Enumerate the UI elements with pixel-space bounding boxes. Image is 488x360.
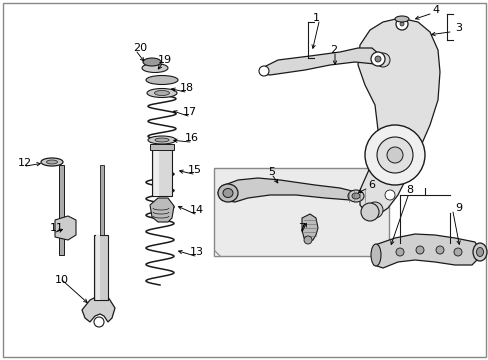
Circle shape xyxy=(415,246,423,254)
Circle shape xyxy=(259,66,268,76)
Text: 20: 20 xyxy=(133,43,147,53)
Polygon shape xyxy=(302,214,317,242)
Circle shape xyxy=(360,203,378,221)
Ellipse shape xyxy=(475,248,483,257)
Text: 10: 10 xyxy=(55,275,69,285)
Text: 16: 16 xyxy=(184,133,199,143)
Circle shape xyxy=(435,246,443,254)
Ellipse shape xyxy=(46,160,58,164)
Polygon shape xyxy=(218,178,355,202)
Ellipse shape xyxy=(223,189,232,198)
Circle shape xyxy=(366,202,382,218)
Polygon shape xyxy=(82,295,115,322)
Text: 18: 18 xyxy=(180,83,194,93)
Text: 3: 3 xyxy=(454,23,461,33)
Circle shape xyxy=(304,236,311,244)
Circle shape xyxy=(376,137,412,173)
Circle shape xyxy=(399,22,403,26)
Polygon shape xyxy=(214,250,220,256)
Text: 17: 17 xyxy=(183,107,197,117)
Circle shape xyxy=(374,56,380,62)
Circle shape xyxy=(364,125,424,185)
Ellipse shape xyxy=(155,138,169,142)
Text: 6: 6 xyxy=(367,180,374,190)
Text: 8: 8 xyxy=(405,185,412,195)
Polygon shape xyxy=(357,18,439,215)
Ellipse shape xyxy=(147,89,177,98)
Ellipse shape xyxy=(154,90,169,95)
Ellipse shape xyxy=(142,58,161,66)
Ellipse shape xyxy=(351,193,359,199)
Polygon shape xyxy=(371,234,479,268)
Ellipse shape xyxy=(142,63,168,72)
Bar xyxy=(59,165,64,255)
Bar xyxy=(154,148,159,196)
Text: 2: 2 xyxy=(329,45,336,55)
Circle shape xyxy=(94,317,104,327)
Polygon shape xyxy=(55,216,76,240)
Ellipse shape xyxy=(41,158,63,166)
Ellipse shape xyxy=(394,16,408,22)
Polygon shape xyxy=(262,48,379,75)
Ellipse shape xyxy=(472,243,486,261)
Text: 9: 9 xyxy=(454,203,461,213)
Text: 14: 14 xyxy=(190,205,203,215)
Ellipse shape xyxy=(347,190,363,202)
Text: 7: 7 xyxy=(297,223,305,233)
Circle shape xyxy=(395,18,407,30)
Ellipse shape xyxy=(218,184,238,202)
Circle shape xyxy=(384,190,394,200)
Bar xyxy=(214,168,388,256)
Text: 19: 19 xyxy=(158,55,172,65)
Text: 4: 4 xyxy=(431,5,438,15)
Text: 5: 5 xyxy=(267,167,274,177)
Bar xyxy=(96,235,100,300)
Bar xyxy=(94,235,108,300)
Ellipse shape xyxy=(146,76,178,85)
Bar xyxy=(99,165,103,235)
Polygon shape xyxy=(150,198,174,222)
Circle shape xyxy=(386,147,402,163)
Circle shape xyxy=(453,248,461,256)
Text: 12: 12 xyxy=(18,158,32,168)
Text: 11: 11 xyxy=(50,223,64,233)
Text: 13: 13 xyxy=(190,247,203,257)
Bar xyxy=(150,144,174,150)
Text: 15: 15 xyxy=(187,165,202,175)
Circle shape xyxy=(370,52,384,66)
Circle shape xyxy=(395,248,403,256)
Text: 1: 1 xyxy=(312,13,319,23)
Ellipse shape xyxy=(148,136,176,144)
Bar xyxy=(152,148,172,196)
Ellipse shape xyxy=(370,244,380,266)
Circle shape xyxy=(375,53,389,67)
